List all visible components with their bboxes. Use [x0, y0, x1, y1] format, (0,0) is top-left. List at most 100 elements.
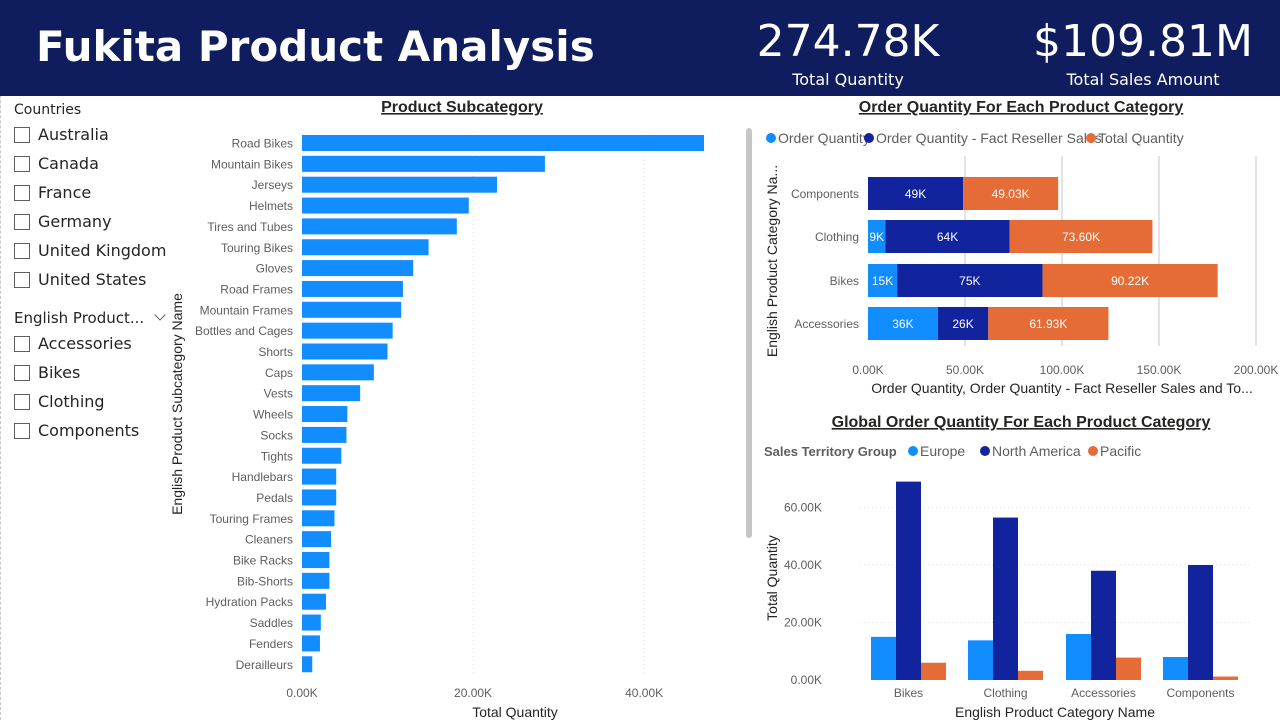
- data-label: 64K: [937, 230, 958, 244]
- x-axis-title: Total Quantity: [472, 704, 558, 720]
- slicer-item-label: France: [38, 183, 92, 202]
- bar-segment: [868, 264, 898, 297]
- bar: [302, 197, 469, 214]
- slicer-item-united-kingdom[interactable]: United Kingdom: [14, 236, 167, 265]
- category-label: Caps: [265, 366, 293, 380]
- kpi-label: Total Sales Amount: [1066, 70, 1220, 89]
- category-label: Bike Racks: [233, 554, 293, 568]
- checkbox[interactable]: [14, 271, 30, 288]
- x-tick-label: 150.00K: [1137, 363, 1182, 377]
- category-label: Touring Frames: [210, 512, 293, 526]
- legend-title: Sales Territory Group: [764, 444, 897, 459]
- category-label: Socks: [260, 428, 293, 442]
- checkbox[interactable]: [14, 242, 30, 259]
- product-category-slicer-title[interactable]: English Product...: [14, 308, 166, 328]
- legend-label: Total Quantity: [1098, 130, 1184, 146]
- data-label: 49.03K: [992, 187, 1030, 201]
- category-label: Tires and Tubes: [207, 220, 293, 234]
- checkbox[interactable]: [14, 393, 30, 410]
- slicer-item-bikes[interactable]: Bikes: [14, 358, 164, 387]
- category-label: Cleaners: [245, 533, 293, 547]
- category-label: Components: [1166, 686, 1234, 700]
- slicer-item-australia[interactable]: Australia: [14, 120, 164, 149]
- slicer-item-label: United Kingdom: [38, 241, 167, 260]
- chart-title: Order Quantity For Each Product Category: [859, 99, 1184, 116]
- bar: [302, 614, 321, 631]
- data-label: 75K: [959, 274, 980, 288]
- bar: [302, 385, 361, 402]
- bar: [302, 552, 330, 568]
- x-tick-label: 0.00K: [286, 686, 317, 700]
- bar: [302, 510, 335, 527]
- legend-marker: [1088, 446, 1098, 456]
- report-header: Fukita Product Analysis 274.78K Total Qu…: [0, 0, 1280, 96]
- category-label: Saddles: [250, 616, 293, 630]
- category-label: Bib-Shorts: [237, 574, 293, 588]
- bar-segment: [868, 220, 886, 253]
- category-label: Hydration Packs: [206, 595, 293, 609]
- bar: [302, 364, 374, 381]
- bar-segment: [885, 220, 1010, 253]
- legend-label: Order Quantity: [778, 130, 870, 146]
- x-tick-label: 0.00K: [852, 363, 883, 377]
- bar: [302, 343, 388, 360]
- checkbox[interactable]: [14, 422, 30, 439]
- bar-segment: [963, 177, 1059, 210]
- category-label: Wheels: [253, 408, 293, 422]
- bar: [1163, 657, 1188, 680]
- bar: [302, 593, 326, 610]
- bar: [1091, 570, 1116, 680]
- product-category-slicer: English Product... Accessories Bikes Clo…: [14, 308, 166, 445]
- x-axis-title: English Product Category Name: [955, 704, 1155, 720]
- category-label: Helmets: [249, 199, 293, 213]
- x-tick-label: 20.00K: [454, 686, 492, 700]
- checkbox[interactable]: [14, 155, 30, 172]
- x-axis-title: Order Quantity, Order Quantity - Fact Re…: [871, 380, 1253, 396]
- checkbox[interactable]: [14, 213, 30, 230]
- bar: [302, 468, 337, 485]
- checkbox[interactable]: [14, 335, 30, 352]
- bar: [1213, 676, 1238, 680]
- category-label: Components: [791, 187, 859, 201]
- kpi-value: 274.78K: [756, 16, 940, 67]
- bar: [302, 260, 414, 277]
- bar: [302, 301, 402, 318]
- data-label: 73.60K: [1062, 230, 1100, 244]
- category-label: Mountain Frames: [200, 303, 293, 317]
- bar-segment: [1042, 264, 1218, 297]
- kpi-label: Total Quantity: [792, 70, 904, 89]
- slicer-item-united-states[interactable]: United States: [14, 265, 164, 294]
- slicer-item-label: Components: [38, 421, 140, 440]
- bar-segment: [868, 177, 964, 210]
- y-axis-title: Total Quantity: [764, 535, 780, 621]
- checkbox[interactable]: [14, 184, 30, 201]
- data-label: 90.22K: [1111, 274, 1149, 288]
- category-label: Fenders: [249, 637, 293, 651]
- slicer-item-accessories[interactable]: Accessories: [14, 329, 164, 358]
- checkbox[interactable]: [14, 126, 30, 143]
- category-label: Derailleurs: [236, 658, 293, 672]
- scrollbar[interactable]: [746, 128, 752, 538]
- bar: [302, 135, 704, 151]
- bar: [1018, 670, 1043, 680]
- category-label: Bottles and Cages: [195, 324, 293, 338]
- slicer-item-clothing[interactable]: Clothing: [14, 387, 164, 416]
- chart-title: Global Order Quantity For Each Product C…: [832, 414, 1211, 431]
- checkbox[interactable]: [14, 364, 30, 381]
- category-label: Shorts: [258, 345, 293, 359]
- slicer-item-canada[interactable]: Canada: [14, 149, 164, 178]
- legend-marker: [1086, 133, 1096, 143]
- category-label: Bikes: [830, 274, 859, 288]
- bar: [302, 176, 498, 193]
- slicer-item-components[interactable]: Components: [14, 416, 164, 445]
- kpi-card-total-sales[interactable]: $109.81M Total Sales Amount: [1028, 14, 1258, 90]
- slicer-item-label: Germany: [38, 212, 112, 231]
- slicer-item-label: Clothing: [38, 392, 105, 411]
- bar: [1188, 565, 1213, 680]
- kpi-card-total-quantity[interactable]: 274.78K Total Quantity: [748, 14, 948, 90]
- slicer-item-france[interactable]: France: [14, 178, 164, 207]
- slicer-title-label: English Product...: [14, 309, 145, 327]
- slicer-item-germany[interactable]: Germany: [14, 207, 164, 236]
- bar-segment: [868, 307, 938, 340]
